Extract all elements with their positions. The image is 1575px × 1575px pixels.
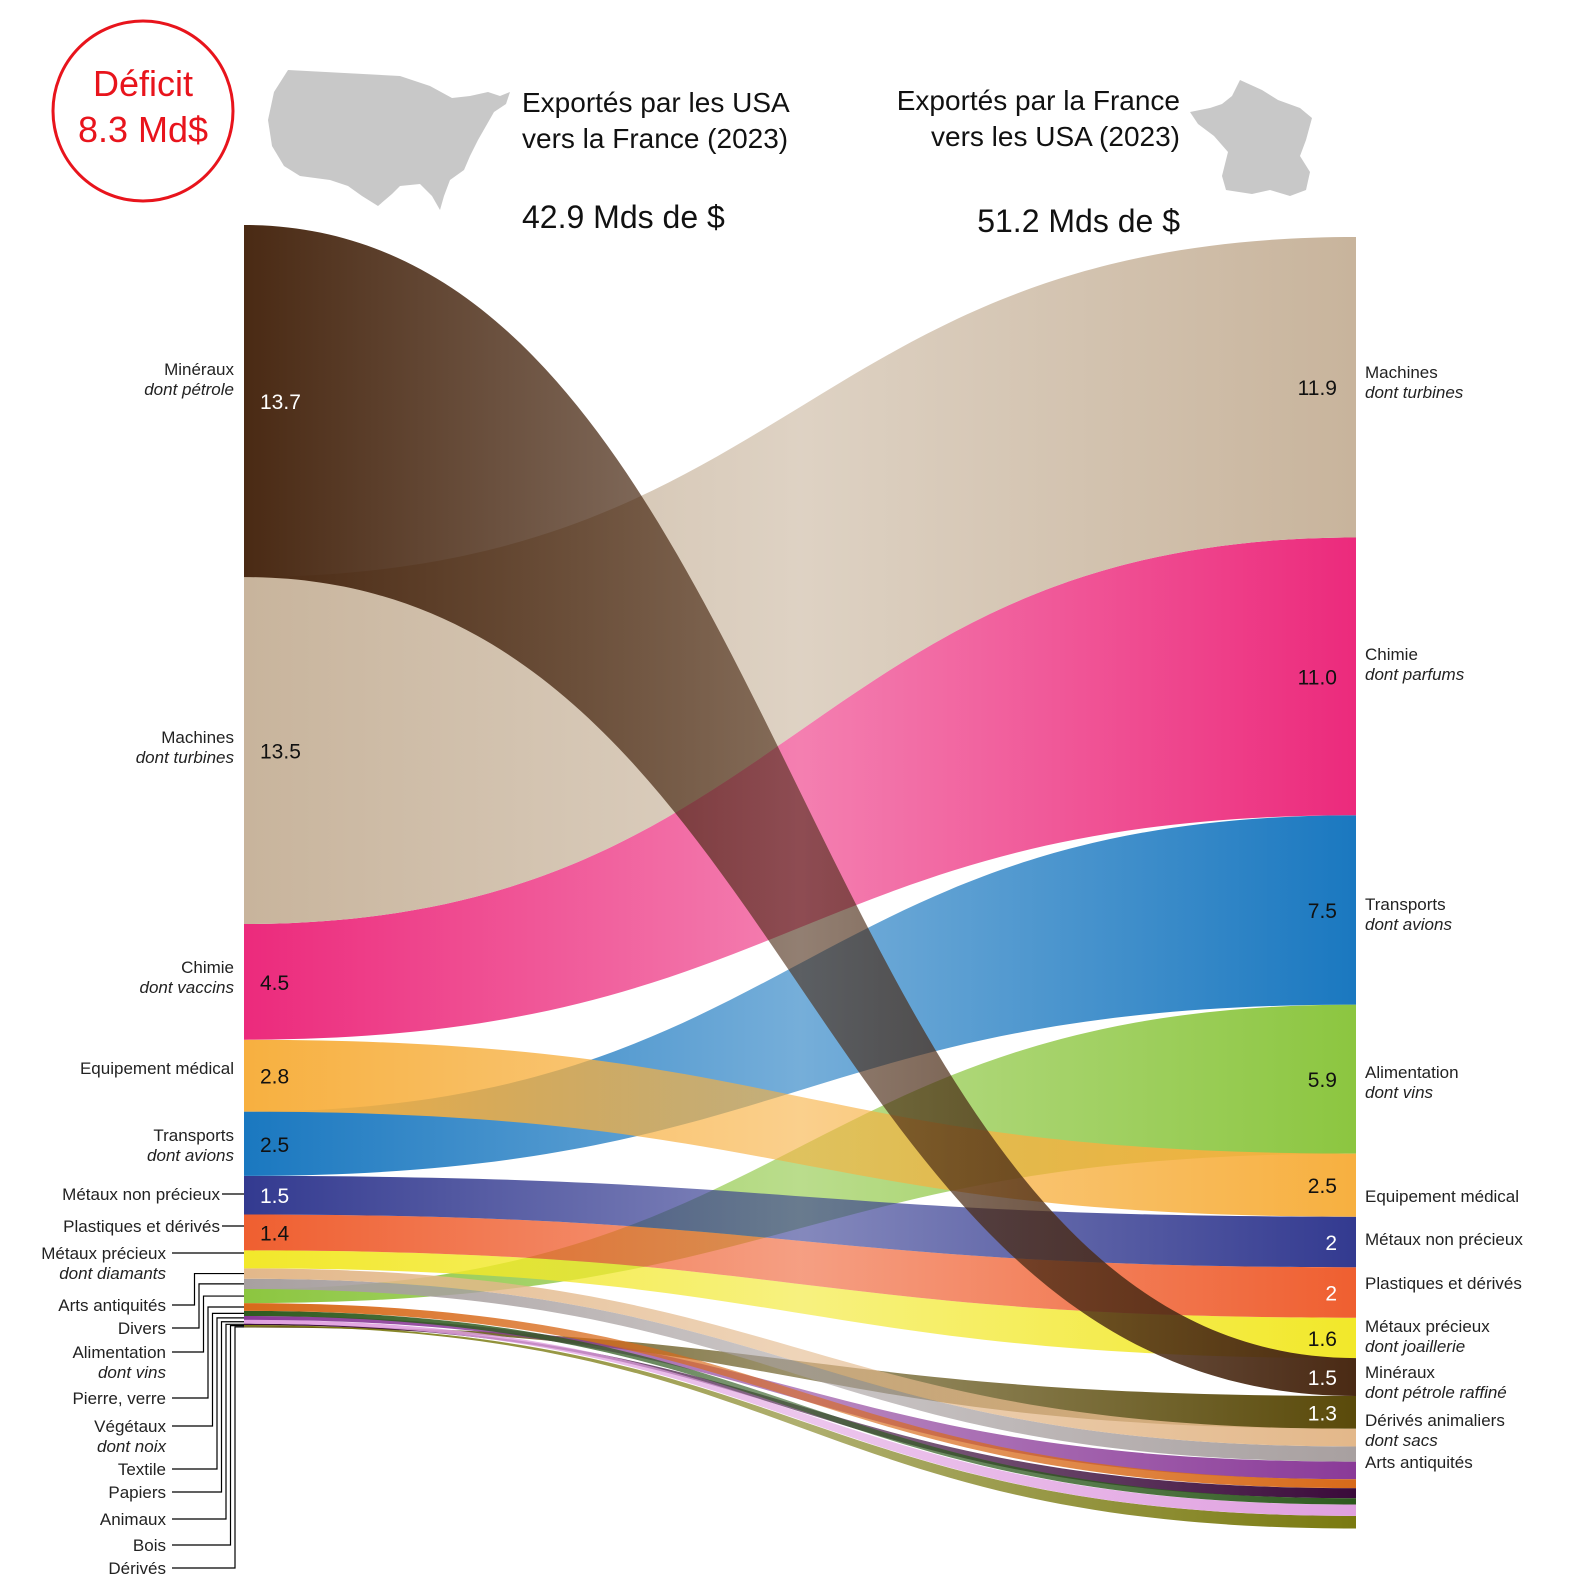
header-left-line2: vers la France (2023) — [522, 123, 788, 154]
left-sublabel-metaux-precieux: dont diamants — [59, 1264, 166, 1283]
header-right-line1: Exportés par la France — [897, 85, 1180, 116]
left-label-animaux: Animaux — [100, 1510, 167, 1529]
deficit-title: Déficit — [93, 63, 193, 104]
left-value-mineraux: 13.7 — [260, 391, 301, 414]
right-value-derives-animaliers: 1.3 — [1308, 1402, 1337, 1425]
right-label-mineraux: Minéraux — [1365, 1363, 1435, 1382]
left-label-derives-animaliers: Dérivés — [108, 1559, 166, 1575]
right-sublabel-derives-animaliers: dont sacs — [1365, 1431, 1438, 1450]
flow-animaux — [244, 1323, 1356, 1499]
left-label-papiers: Papiers — [108, 1483, 166, 1502]
right-label-machines: Machines — [1365, 363, 1438, 382]
flow-mineraux — [244, 225, 1356, 1396]
right-value-metaux-non-precieux: 2 — [1325, 1232, 1337, 1255]
flow-derives-animaliers — [244, 1326, 1356, 1429]
left-label-textile: Textile — [118, 1460, 166, 1479]
right-value-plastiques-et-derives: 2 — [1325, 1282, 1337, 1305]
right-label-transports: Transports — [1365, 895, 1446, 914]
france-map-icon — [1190, 80, 1312, 196]
right-label-metaux-precieux: Métaux précieux — [1365, 1317, 1490, 1336]
right-sublabel-alimentation: dont vins — [1365, 1083, 1434, 1102]
right-sublabel-transports: dont avions — [1365, 915, 1452, 934]
left-sublabel-chimie: dont vaccins — [140, 978, 235, 997]
left-sublabel-alimentation: dont vins — [98, 1363, 167, 1382]
left-label-arts-antiquites: Arts antiquités — [58, 1296, 166, 1315]
header-left-total: 42.9 Mds de $ — [522, 199, 725, 235]
right-label-chimie: Chimie — [1365, 645, 1418, 664]
left-label-bois: Bois — [133, 1536, 166, 1555]
leader-line — [172, 1321, 244, 1493]
flow-chimie — [244, 537, 1356, 1040]
flow-divers — [244, 1278, 1356, 1462]
leader-line — [172, 1326, 244, 1569]
right-label-alimentation: Alimentation — [1365, 1063, 1459, 1082]
left-label-transports: Transports — [153, 1126, 234, 1145]
leader-line — [172, 1312, 244, 1427]
left-label-chimie: Chimie — [181, 958, 234, 977]
left-label-alimentation: Alimentation — [72, 1343, 166, 1362]
leader-line — [172, 1317, 244, 1470]
leader-line — [172, 1272, 244, 1306]
right-value-metaux-precieux: 1.6 — [1308, 1328, 1337, 1351]
right-sublabel-machines: dont turbines — [1365, 383, 1464, 402]
left-label-divers: Divers — [118, 1319, 166, 1338]
left-value-plastiques-et-derives: 1.4 — [260, 1222, 290, 1245]
leader-line — [172, 1323, 244, 1520]
right-label-arts-antiquites: Arts antiquités — [1365, 1453, 1473, 1472]
flow-vegetaux — [244, 1310, 1356, 1505]
right-label-plastiques-et-derives: Plastiques et dérivés — [1365, 1274, 1522, 1293]
right-value-equipement-medical: 2.5 — [1308, 1175, 1337, 1198]
right-label-equipement-medical: Equipement médical — [1365, 1187, 1519, 1206]
right-sublabel-chimie: dont parfums — [1365, 665, 1465, 684]
header-right-line2: vers les USA (2023) — [931, 121, 1180, 152]
leader-line — [172, 1306, 244, 1399]
right-value-machines: 11.9 — [1298, 377, 1337, 400]
deficit-circle — [51, 19, 235, 203]
usa-map-icon — [268, 70, 510, 210]
left-label-machines: Machines — [161, 728, 234, 747]
flow-equipement-medical — [244, 1039, 1356, 1217]
left-sublabel-mineraux: dont pétrole — [144, 380, 234, 399]
flow-arts-antiquites — [244, 1268, 1356, 1447]
left-sublabel-vegetaux: dont noix — [97, 1437, 166, 1456]
leader-line — [172, 1295, 244, 1353]
deficit-badge: Déficit 8.3 Md$ — [51, 19, 235, 203]
left-label-mineraux: Minéraux — [164, 360, 234, 379]
flow-pierre-verre — [244, 1303, 1356, 1489]
header-left-line1: Exportés par les USA — [522, 87, 790, 118]
left-label-vegetaux: Végétaux — [94, 1417, 166, 1436]
right-value-alimentation: 5.9 — [1308, 1069, 1337, 1092]
left-label-metaux-precieux: Métaux précieux — [41, 1244, 166, 1263]
left-label-pierre-verre: Pierre, verre — [72, 1389, 166, 1408]
left-value-equipement-medical: 2.8 — [260, 1066, 289, 1089]
left-label-plastiques-et-derives: Plastiques et dérivés — [63, 1217, 220, 1236]
flow-machines — [244, 237, 1356, 925]
deficit-value: 8.3 Md$ — [78, 109, 208, 150]
header-right-total: 51.2 Mds de $ — [977, 203, 1180, 239]
right-value-transports: 7.5 — [1308, 900, 1337, 923]
leader-line — [172, 1325, 244, 1546]
right-label-metaux-non-precieux: Métaux non précieux — [1365, 1230, 1523, 1249]
left-value-transports: 2.5 — [260, 1134, 289, 1157]
right-value-mineraux: 1.5 — [1308, 1367, 1337, 1390]
flow-metaux-precieux — [244, 1250, 1356, 1359]
flows — [244, 225, 1356, 1529]
left-value-machines: 13.5 — [260, 741, 301, 764]
flow-papiers — [244, 1319, 1356, 1516]
left-label-equipement-medical: Equipement médical — [80, 1059, 234, 1078]
left-label-metaux-non-precieux: Métaux non précieux — [62, 1185, 220, 1204]
left-value-metaux-non-precieux: 1.5 — [260, 1185, 289, 1208]
left-value-chimie: 4.5 — [260, 972, 289, 995]
left-sublabel-transports: dont avions — [147, 1146, 234, 1165]
flow-bois — [244, 1324, 1356, 1529]
leader-line — [172, 1283, 244, 1329]
left-sublabel-machines: dont turbines — [136, 748, 235, 767]
right-value-chimie: 11.0 — [1298, 666, 1337, 689]
right-sublabel-mineraux: dont pétrole raffiné — [1365, 1383, 1507, 1402]
right-label-derives-animaliers: Dérivés animaliers — [1365, 1411, 1505, 1430]
right-sublabel-metaux-precieux: dont joaillerie — [1365, 1337, 1465, 1356]
